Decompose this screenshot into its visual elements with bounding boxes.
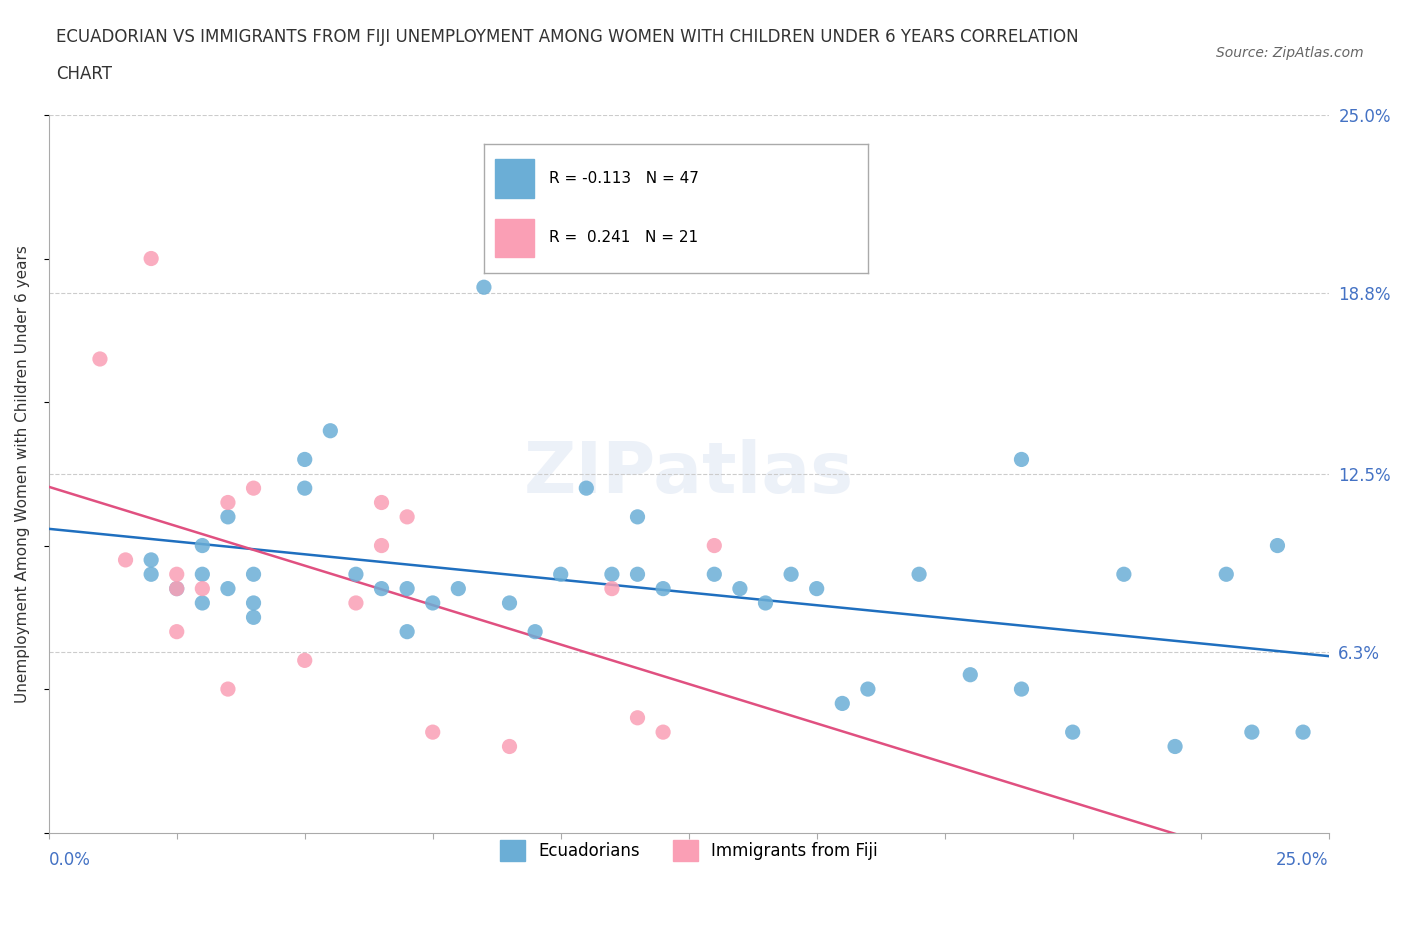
- Point: [959, 668, 981, 683]
- Point: [242, 481, 264, 496]
- Point: [370, 538, 392, 553]
- Point: [626, 711, 648, 725]
- Point: [1062, 724, 1084, 739]
- Y-axis label: Unemployment Among Women with Children Under 6 years: Unemployment Among Women with Children U…: [15, 245, 30, 703]
- Point: [498, 739, 520, 754]
- Point: [780, 566, 803, 581]
- Point: [370, 581, 392, 596]
- Point: [728, 581, 751, 596]
- Text: CHART: CHART: [56, 65, 112, 83]
- Point: [217, 510, 239, 525]
- Point: [472, 280, 495, 295]
- Point: [703, 566, 725, 581]
- Point: [114, 552, 136, 567]
- Point: [600, 581, 623, 596]
- Point: [191, 566, 214, 581]
- Point: [422, 595, 444, 610]
- Point: [396, 510, 419, 525]
- Point: [191, 595, 214, 610]
- Point: [217, 682, 239, 697]
- Point: [652, 724, 675, 739]
- Point: [1215, 566, 1237, 581]
- Point: [344, 566, 367, 581]
- Point: [908, 566, 931, 581]
- Point: [396, 581, 419, 596]
- Point: [294, 452, 316, 467]
- Point: [294, 653, 316, 668]
- Legend: Ecuadorians, Immigrants from Fiji: Ecuadorians, Immigrants from Fiji: [494, 833, 884, 868]
- Point: [806, 581, 828, 596]
- Point: [422, 724, 444, 739]
- Text: 0.0%: 0.0%: [49, 851, 90, 869]
- Point: [1011, 452, 1033, 467]
- Point: [294, 481, 316, 496]
- Point: [139, 566, 162, 581]
- Point: [1164, 739, 1187, 754]
- Point: [242, 595, 264, 610]
- Point: [166, 624, 188, 639]
- Point: [139, 251, 162, 266]
- Point: [166, 566, 188, 581]
- Point: [600, 566, 623, 581]
- Point: [217, 581, 239, 596]
- Point: [191, 538, 214, 553]
- Point: [217, 495, 239, 510]
- Text: 25.0%: 25.0%: [1277, 851, 1329, 869]
- Text: ZIPatlas: ZIPatlas: [523, 439, 853, 509]
- Point: [370, 495, 392, 510]
- Point: [524, 624, 547, 639]
- Point: [319, 423, 342, 438]
- Point: [626, 566, 648, 581]
- Text: Source: ZipAtlas.com: Source: ZipAtlas.com: [1216, 46, 1364, 60]
- Text: ECUADORIAN VS IMMIGRANTS FROM FIJI UNEMPLOYMENT AMONG WOMEN WITH CHILDREN UNDER : ECUADORIAN VS IMMIGRANTS FROM FIJI UNEMP…: [56, 28, 1078, 46]
- Point: [550, 566, 572, 581]
- Point: [1011, 682, 1033, 697]
- Point: [1292, 724, 1315, 739]
- Point: [396, 624, 419, 639]
- Point: [754, 595, 776, 610]
- Point: [242, 610, 264, 625]
- Point: [166, 581, 188, 596]
- Point: [191, 581, 214, 596]
- Point: [703, 538, 725, 553]
- Point: [89, 352, 111, 366]
- Point: [1267, 538, 1289, 553]
- Point: [139, 552, 162, 567]
- Point: [1112, 566, 1135, 581]
- Point: [242, 566, 264, 581]
- Point: [575, 481, 598, 496]
- Point: [344, 595, 367, 610]
- Point: [626, 510, 648, 525]
- Point: [498, 595, 520, 610]
- Point: [166, 581, 188, 596]
- Point: [652, 581, 675, 596]
- Point: [447, 581, 470, 596]
- Point: [831, 696, 853, 711]
- Point: [1240, 724, 1263, 739]
- Point: [856, 682, 879, 697]
